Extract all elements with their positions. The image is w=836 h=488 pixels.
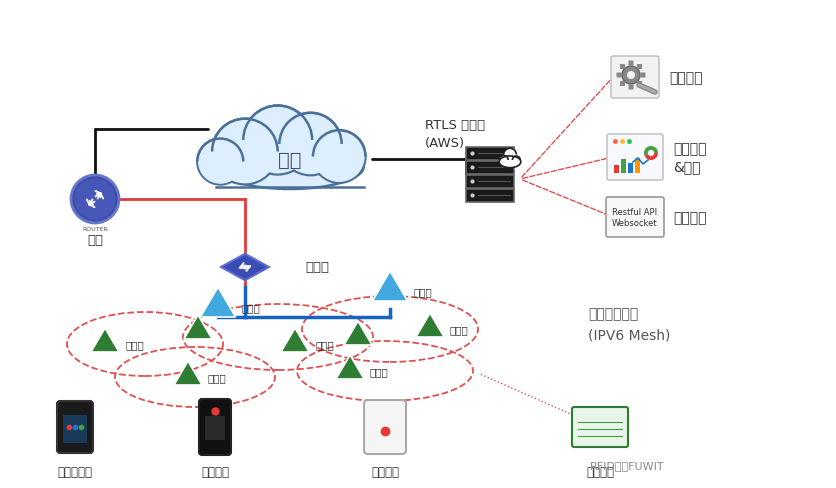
Circle shape bbox=[244, 107, 311, 174]
FancyBboxPatch shape bbox=[620, 65, 625, 70]
Polygon shape bbox=[372, 271, 408, 302]
Circle shape bbox=[313, 131, 365, 183]
Text: 路由: 路由 bbox=[87, 234, 103, 246]
Circle shape bbox=[314, 132, 364, 183]
Circle shape bbox=[648, 150, 654, 157]
Text: 网络服务: 网络服务 bbox=[673, 210, 706, 224]
Text: 锚节点: 锚节点 bbox=[315, 339, 334, 349]
Circle shape bbox=[279, 114, 342, 176]
Circle shape bbox=[71, 176, 119, 224]
Text: 信息展板
&报告: 信息展板 &报告 bbox=[673, 142, 706, 174]
FancyBboxPatch shape bbox=[57, 401, 93, 453]
Text: 桥节点: 桥节点 bbox=[414, 286, 433, 296]
FancyBboxPatch shape bbox=[620, 82, 625, 87]
FancyBboxPatch shape bbox=[572, 407, 628, 447]
Circle shape bbox=[197, 139, 243, 185]
Bar bbox=[614, 165, 619, 174]
Text: 资产标签: 资产标签 bbox=[371, 465, 399, 478]
Polygon shape bbox=[184, 315, 212, 339]
Text: Restful API
Websocket: Restful API Websocket bbox=[612, 207, 658, 228]
Polygon shape bbox=[416, 313, 444, 337]
Polygon shape bbox=[344, 321, 372, 346]
Ellipse shape bbox=[217, 145, 364, 190]
Circle shape bbox=[504, 149, 516, 162]
Bar bbox=[628, 163, 633, 174]
Bar bbox=[466, 175, 514, 188]
Circle shape bbox=[74, 179, 115, 220]
Polygon shape bbox=[91, 328, 119, 352]
FancyBboxPatch shape bbox=[637, 82, 642, 87]
Polygon shape bbox=[174, 361, 202, 385]
FancyBboxPatch shape bbox=[611, 57, 659, 99]
Bar bbox=[466, 147, 514, 160]
Bar bbox=[466, 161, 514, 174]
FancyBboxPatch shape bbox=[607, 135, 663, 181]
Bar bbox=[63, 415, 87, 443]
Wedge shape bbox=[644, 147, 658, 156]
Text: 锚节点: 锚节点 bbox=[370, 366, 389, 376]
Polygon shape bbox=[281, 328, 309, 352]
Text: 锚节点: 锚节点 bbox=[208, 372, 227, 382]
Text: 工牌标签: 工牌标签 bbox=[201, 465, 229, 478]
Circle shape bbox=[280, 115, 341, 175]
Circle shape bbox=[499, 156, 508, 165]
Circle shape bbox=[512, 157, 520, 164]
Circle shape bbox=[198, 140, 242, 184]
Text: 定位模组: 定位模组 bbox=[586, 465, 614, 478]
Circle shape bbox=[627, 72, 635, 80]
FancyBboxPatch shape bbox=[606, 198, 664, 238]
Bar bbox=[466, 189, 514, 202]
Circle shape bbox=[622, 67, 640, 85]
Bar bbox=[635, 159, 640, 174]
Text: 应用软件: 应用软件 bbox=[669, 71, 702, 85]
FancyBboxPatch shape bbox=[199, 399, 231, 455]
Text: 无线基础网络
(IPV6 Mesh): 无线基础网络 (IPV6 Mesh) bbox=[588, 307, 670, 342]
Circle shape bbox=[212, 120, 278, 185]
Text: RTLS 服务器
(AWS): RTLS 服务器 (AWS) bbox=[425, 119, 485, 150]
Ellipse shape bbox=[499, 157, 521, 168]
Text: 网络: 网络 bbox=[278, 150, 302, 169]
FancyBboxPatch shape bbox=[364, 400, 406, 454]
Circle shape bbox=[504, 149, 517, 162]
Text: 桥节点: 桥节点 bbox=[242, 303, 261, 312]
Circle shape bbox=[512, 157, 520, 164]
Circle shape bbox=[499, 156, 508, 165]
FancyBboxPatch shape bbox=[629, 61, 634, 66]
Text: ROUTER: ROUTER bbox=[82, 226, 108, 231]
Circle shape bbox=[243, 106, 312, 175]
Bar bbox=[205, 416, 225, 440]
FancyBboxPatch shape bbox=[629, 85, 634, 90]
Text: 锚节点: 锚节点 bbox=[125, 339, 144, 349]
Wedge shape bbox=[645, 154, 658, 161]
Text: 锚节点: 锚节点 bbox=[450, 325, 469, 334]
Polygon shape bbox=[336, 355, 364, 379]
Text: 传感器标签: 传感器标签 bbox=[58, 465, 93, 478]
Bar bbox=[621, 160, 626, 174]
Circle shape bbox=[213, 121, 277, 184]
Text: 交换机: 交换机 bbox=[305, 261, 329, 274]
FancyBboxPatch shape bbox=[640, 73, 645, 79]
FancyBboxPatch shape bbox=[616, 73, 621, 79]
Text: RFID专家FUWIT: RFID专家FUWIT bbox=[590, 460, 665, 470]
FancyBboxPatch shape bbox=[637, 65, 642, 70]
Polygon shape bbox=[201, 287, 236, 317]
Polygon shape bbox=[221, 254, 269, 281]
